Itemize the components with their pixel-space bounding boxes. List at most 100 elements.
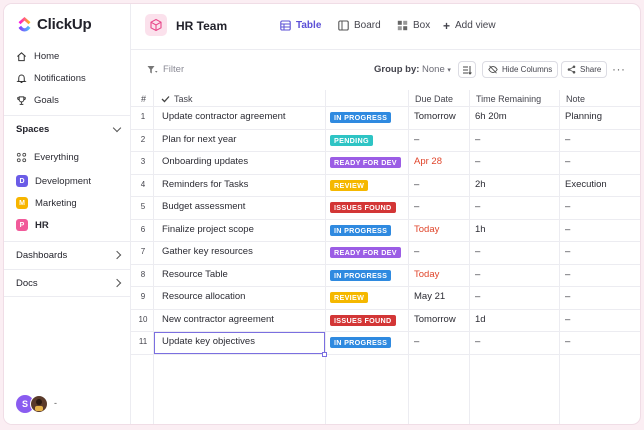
due-date[interactable]: Today <box>414 268 440 280</box>
due-date[interactable]: May 21 <box>414 291 446 303</box>
sidebar-item-everything[interactable]: Everything <box>16 150 79 164</box>
share-button[interactable]: Share <box>561 61 608 78</box>
bell-icon <box>16 74 27 83</box>
task-name[interactable]: Plan for next year <box>162 133 237 145</box>
time-remaining[interactable]: – <box>475 133 481 145</box>
task-name[interactable]: Gather key resources <box>162 246 253 258</box>
filter-button[interactable]: Filter <box>147 64 184 75</box>
chevron-right-icon[interactable] <box>112 278 122 288</box>
spaces-title[interactable]: Spaces <box>16 124 50 135</box>
note[interactable]: – <box>565 133 571 145</box>
status-badge[interactable]: IN PROGRESS <box>330 224 392 236</box>
status-badge[interactable]: READY FOR DEV <box>330 157 401 169</box>
add-view-button[interactable]: + Add view <box>443 20 496 32</box>
due-date[interactable]: – <box>414 246 420 258</box>
task-edit-box[interactable] <box>154 332 325 354</box>
task-name[interactable]: Reminders for Tasks <box>162 178 249 190</box>
note[interactable]: – <box>565 246 571 258</box>
groupby-dropdown[interactable]: Group by: None ▾ <box>374 64 451 75</box>
space-badge: P <box>16 219 28 231</box>
due-date[interactable]: Today <box>414 223 440 235</box>
task-name[interactable]: Finalize project scope <box>162 223 254 235</box>
row-number: 3 <box>140 157 146 167</box>
column-divider <box>408 90 409 424</box>
task-name[interactable]: Onboarding updates <box>162 156 249 168</box>
row-number: 9 <box>140 292 146 302</box>
time-remaining[interactable]: – <box>475 336 481 348</box>
tab-label: Add view <box>455 20 496 31</box>
groupby-value: None <box>422 64 445 75</box>
task-name[interactable]: Resource Table <box>162 268 228 280</box>
status-badge[interactable]: PENDING <box>330 134 373 146</box>
note[interactable]: – <box>565 291 571 303</box>
tab-board[interactable]: Board <box>338 20 381 31</box>
board-icon <box>338 20 349 31</box>
time-remaining[interactable]: – <box>475 156 481 168</box>
sidebar-item-hr[interactable]: P HR <box>16 218 49 232</box>
sidebar-item-dashboards[interactable]: Dashboards <box>16 250 68 261</box>
status-badge[interactable]: READY FOR DEV <box>330 247 401 259</box>
status-badge[interactable]: IN PROGRESS <box>330 269 392 281</box>
user-photo-avatar[interactable] <box>30 395 48 413</box>
task-name[interactable]: Resource allocation <box>162 291 246 303</box>
task-name[interactable]: Update key objectives <box>162 336 255 348</box>
column-header-note[interactable]: Note <box>566 94 586 104</box>
sidebar-item-development[interactable]: D Development <box>16 174 91 188</box>
trophy-icon <box>17 95 26 105</box>
note[interactable]: – <box>565 268 571 280</box>
time-remaining[interactable]: – <box>475 291 481 303</box>
time-remaining[interactable]: 6h 20m <box>475 111 507 123</box>
sort-button[interactable] <box>458 61 476 78</box>
note[interactable]: – <box>565 313 571 325</box>
time-remaining[interactable]: 1h <box>475 223 486 235</box>
time-remaining[interactable]: – <box>475 201 481 213</box>
status-badge[interactable]: IN PROGRESS <box>330 337 392 349</box>
note[interactable]: Planning <box>565 111 602 123</box>
note[interactable]: – <box>565 223 571 235</box>
chevron-down-icon[interactable] <box>112 123 122 133</box>
sidebar-item-docs[interactable]: Docs <box>16 278 38 289</box>
note[interactable]: Execution <box>565 178 607 190</box>
sidebar-item-home[interactable]: Home <box>16 49 59 63</box>
chevron-right-icon[interactable] <box>112 250 122 260</box>
sidebar-item-marketing[interactable]: M Marketing <box>16 196 77 210</box>
status-badge[interactable]: IN PROGRESS <box>330 112 392 124</box>
due-date[interactable]: – <box>414 201 420 213</box>
due-date[interactable]: – <box>414 178 420 190</box>
space-badge: D <box>16 175 28 187</box>
tab-table[interactable]: Table <box>280 20 321 31</box>
time-remaining[interactable]: 2h <box>475 178 486 190</box>
column-header-time-remaining[interactable]: Time Remaining <box>476 94 542 104</box>
status-badge[interactable]: ISSUES FOUND <box>330 202 396 214</box>
box-icon <box>397 20 408 31</box>
due-date[interactable]: – <box>414 336 420 348</box>
time-remaining[interactable]: – <box>475 246 481 258</box>
due-date[interactable]: Apr 28 <box>414 156 442 168</box>
resize-handle[interactable] <box>322 351 327 357</box>
filter-icon <box>147 65 158 73</box>
status-badge[interactable]: REVIEW <box>330 179 369 191</box>
hide-columns-button[interactable]: Hide Columns <box>482 61 559 78</box>
sidebar-item-notifications[interactable]: Notifications <box>16 71 86 85</box>
clickup-logo[interactable]: ClickUp <box>16 16 92 33</box>
task-name[interactable]: Update contractor agreement <box>162 111 286 123</box>
due-date[interactable]: Tomorrow <box>414 313 456 325</box>
sidebar-item-goals[interactable]: Goals <box>16 93 59 107</box>
time-remaining[interactable]: – <box>475 268 481 280</box>
due-date[interactable]: Tomorrow <box>414 111 456 123</box>
note[interactable]: – <box>565 201 571 213</box>
note[interactable]: – <box>565 336 571 348</box>
time-remaining[interactable]: 1d <box>475 313 486 325</box>
task-name[interactable]: Budget assessment <box>162 201 246 213</box>
tab-box[interactable]: Box <box>397 20 430 31</box>
task-name[interactable]: New contractor agreement <box>162 313 274 325</box>
status-badge[interactable]: REVIEW <box>330 292 369 304</box>
due-date[interactable]: – <box>414 133 420 145</box>
column-header-due-date[interactable]: Due Date <box>415 94 454 104</box>
status-badge[interactable]: ISSUES FOUND <box>330 314 396 326</box>
more-options-icon[interactable]: ··· <box>612 62 626 76</box>
home-icon <box>17 51 26 61</box>
note[interactable]: – <box>565 156 571 168</box>
avatar[interactable]: S <box>16 395 34 413</box>
column-header-task[interactable]: Task <box>161 94 193 104</box>
